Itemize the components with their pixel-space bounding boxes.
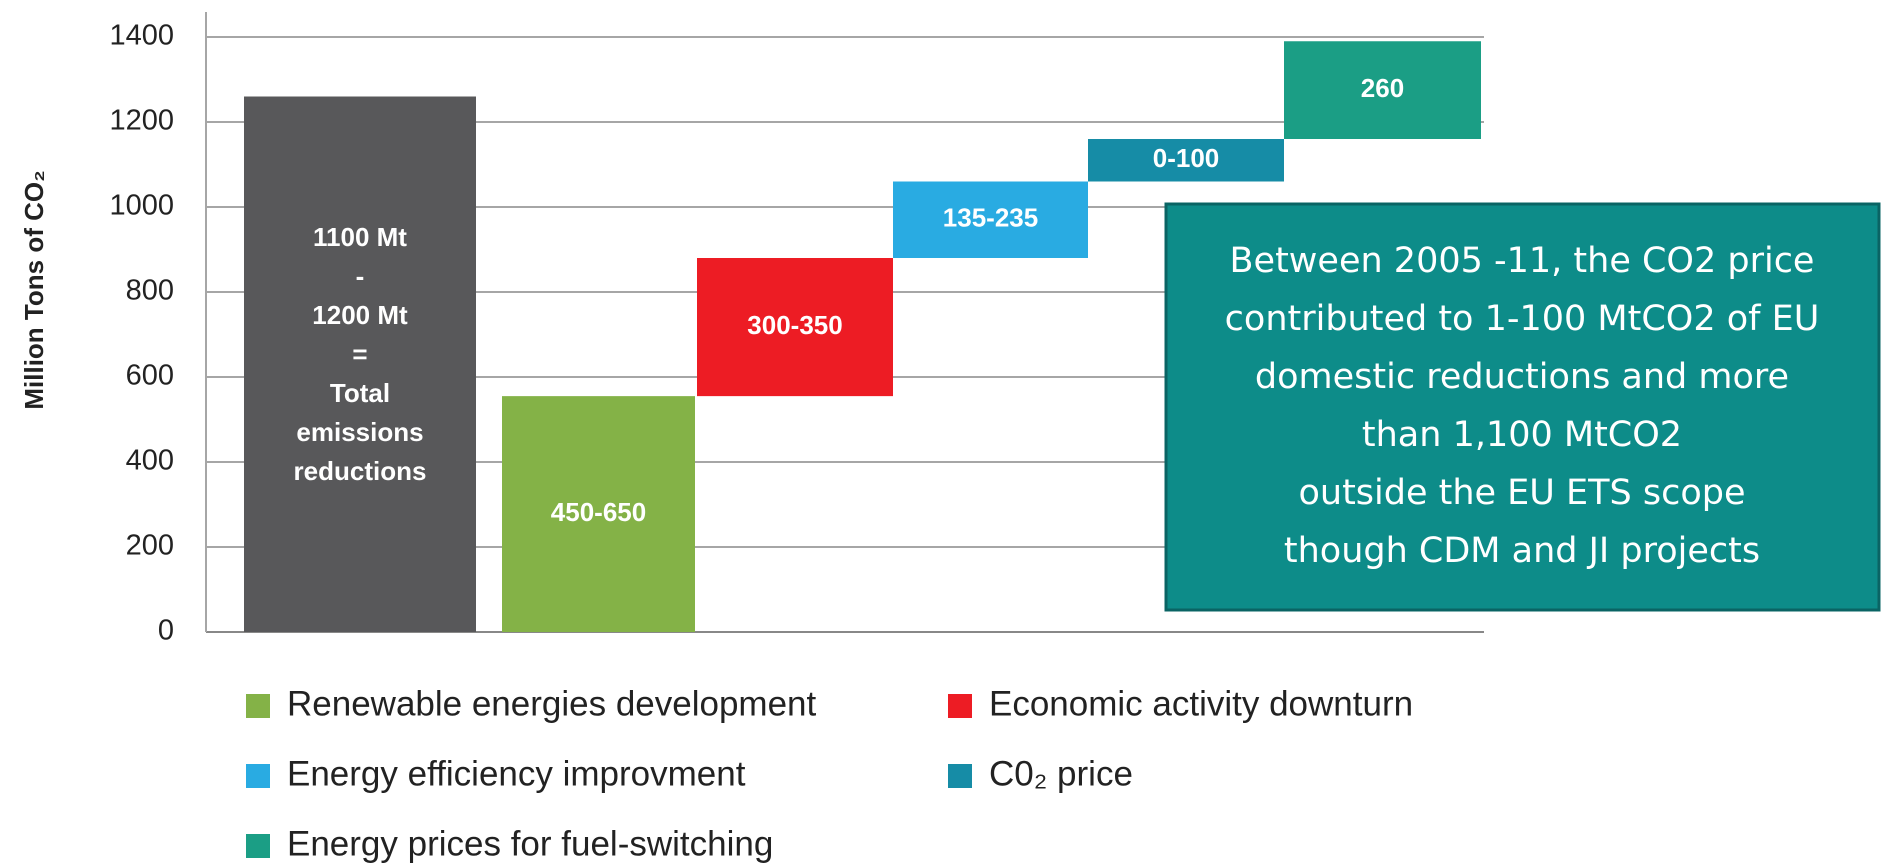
legend-swatch [246, 694, 270, 718]
legend-label: Energy efficiency improvment [287, 754, 746, 793]
y-tick-label: 400 [126, 445, 174, 477]
total-bar [244, 96, 476, 632]
bar-label: 0-100 [1153, 143, 1220, 173]
annotation-text: outside the EU ETS scope [1298, 473, 1745, 513]
segment-bar [697, 258, 893, 397]
y-axis-label: Million Tons of CO₂ [19, 170, 49, 409]
bar-label: 135-235 [943, 203, 1038, 233]
annotation-text: than 1,100 MtCO2 [1362, 415, 1682, 455]
bar-label: 260 [1361, 73, 1404, 103]
annotation-text: Between 2005 -11, the CO2 price [1230, 241, 1815, 281]
bar-label: Total [330, 378, 390, 408]
legend-swatch [948, 694, 972, 718]
legend-swatch [948, 764, 972, 788]
segment-bar [1088, 139, 1284, 182]
annotation-text: though CDM and JI projects [1284, 531, 1760, 571]
y-tick-label: 0 [158, 615, 174, 647]
legend-label: Economic activity downturn [989, 684, 1413, 723]
annotation-text: domestic reductions and more [1255, 357, 1789, 397]
legend-label: C0₂ price [989, 754, 1133, 793]
y-tick-label: 1000 [109, 190, 174, 222]
annotation-text: contributed to 1-100 MtCO2 of EU [1225, 299, 1820, 339]
bar-label: emissions [296, 417, 423, 447]
y-tick-label: 1200 [109, 105, 174, 137]
annotation-box [1164, 202, 1881, 612]
legend-swatch [246, 834, 270, 858]
segment-bar [1284, 41, 1481, 139]
bar-label: 1200 Mt [312, 300, 408, 330]
bar-label: 450-650 [551, 497, 646, 527]
y-tick-label: 1400 [109, 20, 174, 52]
bar-label: 300-350 [747, 310, 842, 340]
segment-bar [893, 181, 1088, 258]
legend-label: Renewable energies development [287, 684, 817, 723]
y-tick-label: 800 [126, 275, 174, 307]
bar-label: 1100 Mt [313, 222, 407, 252]
bar-label: - [356, 261, 365, 291]
bar-label: = [352, 339, 367, 369]
y-tick-label: 600 [126, 360, 174, 392]
legend-swatch [246, 764, 270, 788]
legend-label: Energy prices for fuel-switching [287, 824, 773, 863]
segment-bar [502, 396, 695, 632]
y-tick-label: 200 [126, 530, 174, 562]
bar-label: reductions [294, 456, 427, 486]
